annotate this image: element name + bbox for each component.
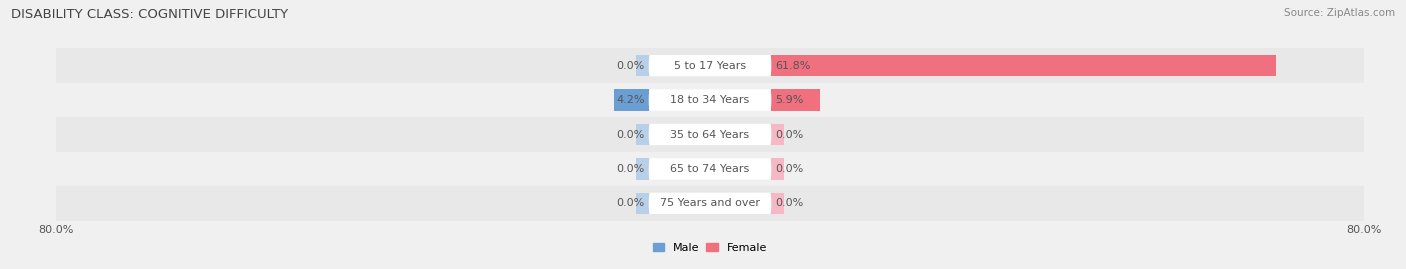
FancyBboxPatch shape <box>648 55 772 76</box>
Text: 18 to 34 Years: 18 to 34 Years <box>671 95 749 105</box>
Bar <box>56 186 1364 221</box>
Bar <box>637 55 648 76</box>
Text: Source: ZipAtlas.com: Source: ZipAtlas.com <box>1284 8 1395 18</box>
Text: 65 to 74 Years: 65 to 74 Years <box>671 164 749 174</box>
Text: 0.0%: 0.0% <box>616 129 644 140</box>
FancyBboxPatch shape <box>648 89 772 111</box>
Bar <box>772 89 820 111</box>
Text: 0.0%: 0.0% <box>776 129 804 140</box>
Text: 0.0%: 0.0% <box>616 61 644 71</box>
Text: 75 Years and over: 75 Years and over <box>659 198 761 208</box>
Text: 0.0%: 0.0% <box>616 164 644 174</box>
Text: DISABILITY CLASS: COGNITIVE DIFFICULTY: DISABILITY CLASS: COGNITIVE DIFFICULTY <box>11 8 288 21</box>
Bar <box>56 152 1364 186</box>
Text: 0.0%: 0.0% <box>776 198 804 208</box>
Text: 61.8%: 61.8% <box>776 61 811 71</box>
Text: 0.0%: 0.0% <box>616 198 644 208</box>
Bar <box>56 117 1364 152</box>
Bar <box>56 48 1364 83</box>
FancyBboxPatch shape <box>648 158 772 180</box>
Text: 0.0%: 0.0% <box>776 164 804 174</box>
Bar <box>772 158 783 180</box>
Bar <box>772 55 1277 76</box>
Text: 35 to 64 Years: 35 to 64 Years <box>671 129 749 140</box>
Bar <box>637 158 648 180</box>
Bar <box>772 124 783 145</box>
Bar <box>637 193 648 214</box>
Text: 4.2%: 4.2% <box>616 95 644 105</box>
Legend: Male, Female: Male, Female <box>654 243 766 253</box>
Bar <box>56 83 1364 117</box>
Text: 5 to 17 Years: 5 to 17 Years <box>673 61 747 71</box>
Bar <box>772 193 783 214</box>
Text: 5.9%: 5.9% <box>776 95 804 105</box>
Bar <box>637 124 648 145</box>
FancyBboxPatch shape <box>648 193 772 214</box>
FancyBboxPatch shape <box>648 124 772 145</box>
Bar <box>614 89 648 111</box>
